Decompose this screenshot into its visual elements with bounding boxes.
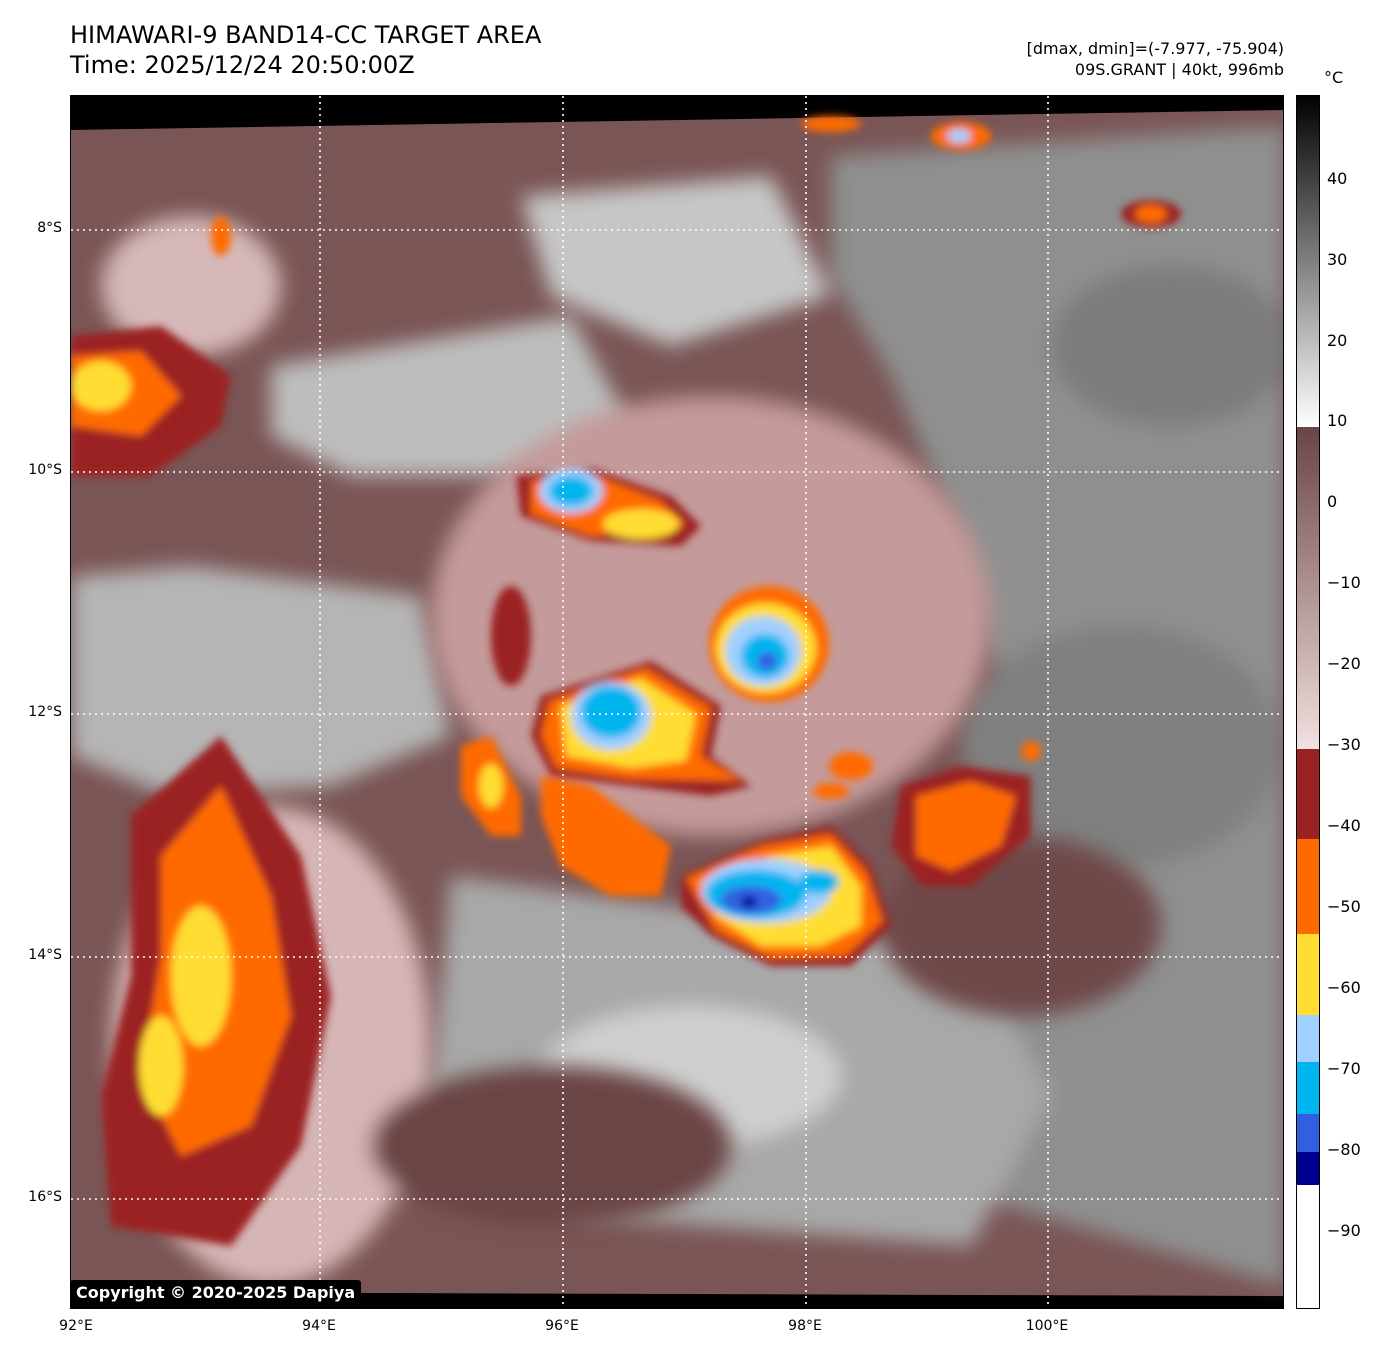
colorbar-tick: 0	[1327, 492, 1338, 511]
lat-label-8s: 8°S	[37, 220, 62, 236]
colorbar-gradient	[1296, 95, 1320, 1309]
satellite-map	[70, 95, 1284, 1309]
colorbar-tick: −20	[1327, 654, 1361, 673]
colorbar	[1296, 95, 1320, 1309]
colorbar-tick: −50	[1327, 897, 1361, 916]
colorbar-unit: °C	[1324, 68, 1344, 87]
colorbar-tick: −10	[1327, 573, 1361, 592]
lon-label-94e: 94°E	[302, 1318, 336, 1334]
title-line-1: HIMAWARI-9 BAND14-CC TARGET AREA	[70, 21, 542, 49]
grey-cloud-region	[71, 126, 1283, 1286]
copyright-notice: Copyright © 2020-2025 Dapiya	[70, 1280, 362, 1305]
lon-label-98e: 98°E	[788, 1318, 822, 1334]
colorbar-tick: −80	[1327, 1140, 1361, 1159]
colorbar-tick: −90	[1327, 1221, 1361, 1240]
chart-title: HIMAWARI-9 BAND14-CC TARGET AREA Time: 2…	[70, 20, 541, 80]
storm-id-intensity: 09S.GRANT | 40kt, 996mb	[1074, 60, 1284, 79]
colorbar-tick: −60	[1327, 978, 1361, 997]
graticule	[71, 96, 1283, 1308]
lat-label-10s: 10°S	[28, 462, 62, 478]
lon-label-92e: 92°E	[59, 1318, 93, 1334]
title-line-2: Time: 2025/12/24 20:50:00Z	[70, 51, 415, 79]
satellite-imagery	[71, 96, 1283, 1308]
colorbar-tick: −70	[1327, 1059, 1361, 1078]
colorbar-tick: 10	[1327, 411, 1348, 430]
dmax-dmin-readout: [dmax, dmin]=(-7.977, -75.904)	[1026, 39, 1284, 58]
lat-label-16s: 16°S	[28, 1189, 62, 1205]
storm-info: [dmax, dmin]=(-7.977, -75.904) 09S.GRANT…	[1027, 38, 1284, 80]
colorbar-tick: −40	[1327, 816, 1361, 835]
convective-cells	[71, 116, 1181, 1246]
lat-label-12s: 12°S	[28, 704, 62, 720]
colorbar-tick: 30	[1327, 250, 1348, 269]
colorbar-tick: 20	[1327, 331, 1348, 350]
lat-label-14s: 14°S	[28, 947, 62, 963]
colorbar-tick: 40	[1327, 169, 1348, 188]
lon-label-100e: 100°E	[1025, 1318, 1069, 1334]
colorbar-tick: −30	[1327, 735, 1361, 754]
lon-label-96e: 96°E	[545, 1318, 579, 1334]
